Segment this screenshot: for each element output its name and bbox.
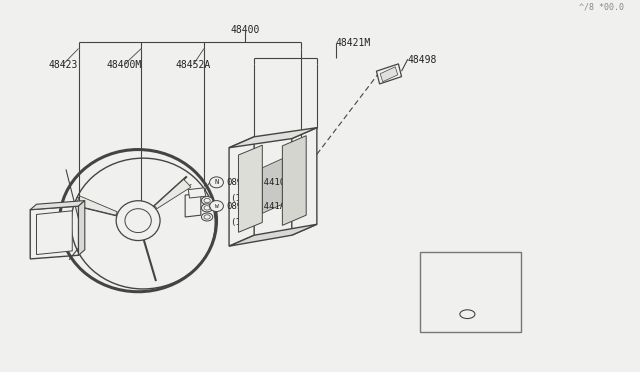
Polygon shape [188,188,206,198]
Text: 48465B: 48465B [453,262,488,272]
Ellipse shape [202,196,212,205]
Text: W: W [214,203,218,209]
Circle shape [460,310,475,318]
Polygon shape [30,206,79,259]
Polygon shape [282,136,306,225]
Text: 08911-34410: 08911-34410 [226,178,285,187]
Polygon shape [229,137,254,246]
Text: 48400: 48400 [230,25,259,35]
Ellipse shape [116,201,160,241]
Polygon shape [376,64,401,84]
Polygon shape [79,201,85,255]
Polygon shape [292,128,317,235]
Ellipse shape [210,177,223,188]
Text: 48421M: 48421M [336,38,371,48]
Polygon shape [154,179,191,209]
Polygon shape [262,158,282,213]
Text: (1): (1) [230,218,246,227]
Polygon shape [229,128,317,148]
Polygon shape [380,67,398,82]
Text: 48498: 48498 [408,55,437,65]
Ellipse shape [202,204,212,212]
Polygon shape [185,193,201,217]
Polygon shape [30,201,85,210]
Polygon shape [76,196,117,215]
Text: ^/8 *00.0: ^/8 *00.0 [579,2,624,11]
Bar [420,251,521,332]
Ellipse shape [210,201,223,212]
Polygon shape [229,224,317,246]
Text: 08915-1441A: 08915-1441A [226,202,285,211]
Text: (1): (1) [230,194,246,203]
Ellipse shape [202,213,212,221]
Text: 48400M: 48400M [107,60,142,70]
Polygon shape [36,211,72,254]
Polygon shape [239,145,262,232]
Text: 48423: 48423 [48,60,77,70]
Text: N: N [214,179,219,185]
Text: 48452A: 48452A [176,60,211,70]
